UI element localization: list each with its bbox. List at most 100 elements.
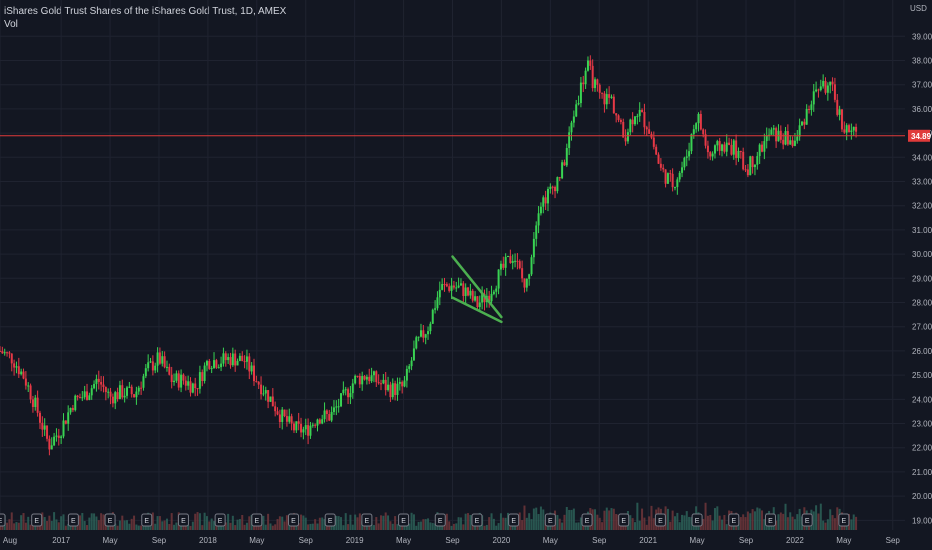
volume-bar xyxy=(483,525,486,530)
candle-body xyxy=(537,213,540,226)
earnings-event-marker: E xyxy=(508,513,520,527)
candle-body xyxy=(643,112,646,128)
candle-body xyxy=(730,144,733,155)
volume-bar xyxy=(342,525,345,530)
candle-body xyxy=(81,397,84,399)
volume-bar xyxy=(10,512,13,530)
candle-body xyxy=(196,388,199,390)
candle-body xyxy=(86,391,89,400)
candle-body xyxy=(365,376,368,380)
x-tick-label: Aug xyxy=(3,536,17,545)
volume-bar xyxy=(123,520,126,530)
x-tick-label: Sep xyxy=(592,536,607,545)
volume-bar xyxy=(297,523,300,530)
volume-bar xyxy=(556,515,559,530)
candle-body xyxy=(17,366,20,375)
candle-body xyxy=(384,379,387,391)
candle-body xyxy=(850,130,853,133)
y-tick-label: 37.00 xyxy=(912,81,932,90)
volume-bar xyxy=(528,513,531,530)
volume-bar xyxy=(276,519,279,530)
volume-bar xyxy=(819,503,822,530)
volume-bar xyxy=(542,509,545,530)
volume-bar xyxy=(742,514,745,530)
volume-bar xyxy=(782,513,785,530)
volume-bar xyxy=(502,517,505,530)
volume-bar xyxy=(29,524,32,530)
volume-bar xyxy=(676,512,679,530)
candle-body xyxy=(488,295,491,302)
volume-bar xyxy=(302,515,305,530)
candle-body xyxy=(739,150,742,152)
volume-bar xyxy=(281,516,284,530)
candle-body xyxy=(6,352,9,354)
candle-body xyxy=(158,352,161,364)
candle-body xyxy=(521,268,524,279)
volume-bar xyxy=(323,518,326,530)
candle-body xyxy=(817,89,820,91)
candle-body xyxy=(224,353,227,361)
candle-body xyxy=(626,132,629,142)
candle-body xyxy=(579,82,582,104)
volume-bar xyxy=(716,506,719,530)
volume-bar xyxy=(149,523,152,530)
candle-body xyxy=(100,381,103,385)
volume-bar xyxy=(822,520,825,530)
candle-body xyxy=(417,336,420,338)
candle-body xyxy=(713,145,716,154)
volume-bar xyxy=(224,522,227,530)
earnings-event-marker: E xyxy=(214,513,226,527)
volume-bar xyxy=(744,517,747,530)
volume-bar xyxy=(13,523,16,530)
candle-body xyxy=(337,406,340,408)
candle-body xyxy=(678,172,681,180)
candle-body xyxy=(285,416,288,422)
volume-bar xyxy=(151,512,154,530)
y-tick-label: 22.00 xyxy=(912,444,932,453)
candle-body xyxy=(335,406,338,408)
candle-body xyxy=(735,140,738,159)
candle-body xyxy=(742,151,745,170)
candle-body xyxy=(634,116,637,125)
candle-body xyxy=(419,330,422,337)
volume-bar xyxy=(76,524,79,530)
y-tick-label: 27.00 xyxy=(912,323,932,332)
volume-bar xyxy=(643,517,646,530)
volume-bar xyxy=(64,525,67,530)
candle-body xyxy=(351,383,354,394)
volume-bar xyxy=(492,518,495,530)
candle-body xyxy=(645,127,648,130)
candle-body xyxy=(542,197,545,207)
candle-body xyxy=(822,80,825,87)
candle-body xyxy=(673,187,676,189)
candle-body xyxy=(495,288,498,292)
candle-body xyxy=(140,387,143,389)
candle-body xyxy=(250,365,253,372)
volume-bar xyxy=(721,519,724,530)
candle-body xyxy=(205,361,208,366)
volume-bar xyxy=(358,513,361,530)
volume-bar xyxy=(427,518,430,530)
currency-label: USD xyxy=(910,4,927,13)
candle-body xyxy=(36,397,39,413)
candle-body xyxy=(664,169,667,184)
candle-body xyxy=(135,391,138,398)
candle-body xyxy=(415,337,418,349)
x-tick-label: 2017 xyxy=(52,536,70,545)
volume-bar xyxy=(850,519,853,530)
candle-body xyxy=(267,390,270,402)
candle-body xyxy=(387,384,390,391)
price-candles xyxy=(0,55,858,456)
volume-bar xyxy=(603,510,606,530)
candle-body xyxy=(107,391,110,393)
volume-bar xyxy=(370,523,373,530)
volume-bar xyxy=(55,519,58,530)
volume-bar xyxy=(438,524,441,530)
candle-body xyxy=(699,113,702,130)
y-tick-label: 26.00 xyxy=(912,347,932,356)
candle-body xyxy=(201,372,204,382)
earnings-event-marker: E xyxy=(654,513,666,527)
candle-body xyxy=(156,352,159,366)
candle-body xyxy=(504,256,507,268)
